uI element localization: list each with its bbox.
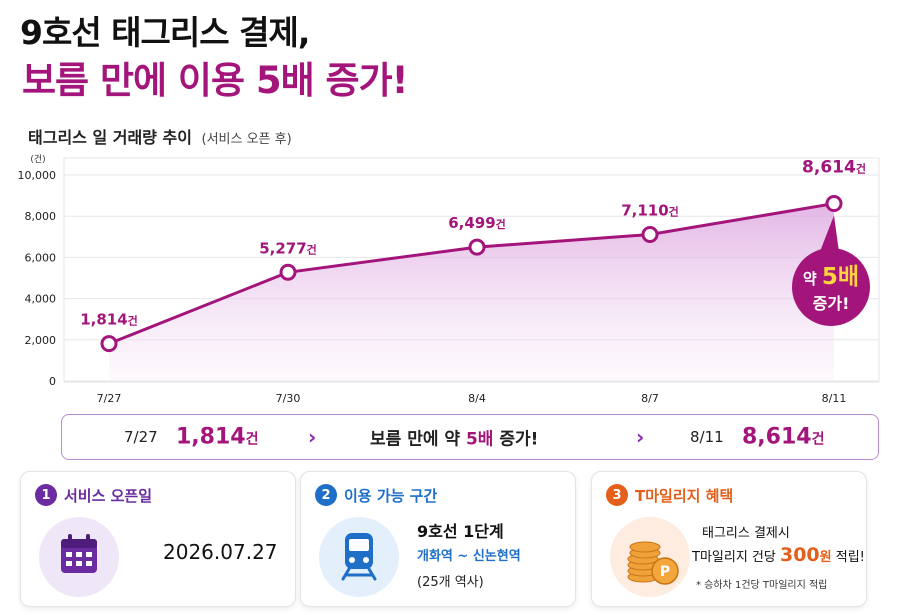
data-point (279, 263, 297, 281)
card-title: 이용 가능 구간 (344, 486, 438, 505)
step-number-badge: 1 (35, 484, 57, 506)
headline-line2: 보름 만에 이용 5배 증가! (22, 59, 409, 102)
summary-middle-highlight: 5배 (465, 429, 494, 450)
chart-heading: 태그리스 일 거래량 추이 (서비스 오픈 후) (28, 124, 292, 148)
x-tick-label: 8/11 (822, 392, 847, 405)
callout-bubble (792, 248, 870, 326)
y-tick-label: 2,000 (25, 334, 57, 347)
summary-start-value: 1,814건 (176, 425, 258, 450)
x-tick-label: 7/27 (97, 392, 122, 405)
chevron-right-icon: › (636, 425, 645, 449)
data-label: 5,277건 (259, 239, 317, 257)
mileage-condition: 태그리스 결제시 (702, 526, 790, 541)
step-number-badge: 2 (315, 484, 337, 506)
mileage-suffix: 적립! (835, 550, 865, 565)
summary-middle-text: 보름 만에 약 5배 증가! (370, 425, 538, 450)
chevron-right-icon: › (308, 425, 317, 449)
x-tick-label: 7/30 (276, 392, 301, 405)
line-area-chart: 0 2,000 4,000 6,000 8,000 10,000 (건) 7/27 7/30 8… (18, 154, 880, 405)
y-tick-label: 10,000 (18, 169, 57, 182)
data-label: 7,110건 (621, 202, 679, 220)
y-axis-unit: (건) (30, 154, 45, 165)
section-stations: 개화역 ~ 신논현역 (417, 549, 521, 564)
y-tick-label: 4,000 (25, 293, 57, 306)
chart-title: 태그리스 일 거래량 추이 (28, 128, 192, 147)
section-line-name: 9호선 1단계 (417, 522, 504, 541)
mileage-amount: 300 (779, 544, 820, 566)
y-tick-label: 0 (49, 375, 56, 388)
card-title: 서비스 오픈일 (64, 486, 153, 505)
data-point (468, 238, 486, 256)
callout-line2: 증가! (813, 294, 850, 313)
mileage-prefix: T마일리지 건당 (692, 550, 776, 565)
data-point (100, 335, 118, 353)
x-tick-label: 8/4 (468, 392, 486, 405)
train-icon (319, 517, 399, 597)
coins-icon: P (610, 517, 690, 597)
card-service-section: 2 이용 가능 구간 9호선 1단계 개화역 ~ 신논현역 (25개 역사) (300, 471, 576, 607)
mileage-note: * 승하차 1건당 T마일리지 적립 (696, 580, 828, 591)
card-mileage-benefit: 3 T마일리지 혜택 P 태그리스 결제시 T마일리지 건당 300원 적립! … (591, 471, 867, 607)
headline-line1: 9호선 태그리스 결제, (20, 13, 310, 52)
summary-start-number: 1,814 (176, 424, 246, 450)
callout-line1: 약 5배 (803, 264, 859, 290)
y-tick-label: 8,000 (25, 210, 57, 223)
section-station-count: (25개 역사) (417, 575, 484, 590)
callout-pointer (819, 215, 839, 254)
coin-label: P (660, 564, 670, 580)
x-tick-label: 8/7 (641, 392, 659, 405)
calendar-icon (39, 517, 119, 597)
y-tick-label: 6,000 (25, 251, 57, 264)
data-label: 8,614건 (802, 158, 866, 178)
data-point (825, 195, 843, 213)
card-title: T마일리지 혜택 (635, 486, 734, 505)
data-label: 6,499건 (448, 214, 506, 232)
mileage-won: 원 (819, 550, 832, 565)
summary-end-unit: 건 (811, 431, 825, 448)
summary-end-number: 8,614 (742, 424, 812, 450)
area-fill (109, 203, 834, 381)
mileage-amount-line: T마일리지 건당 300원 적립! (692, 544, 865, 566)
summary-end-value: 8,614건 (742, 425, 824, 450)
summary-end-date: 8/11 (690, 428, 724, 446)
data-point (641, 226, 659, 244)
summary-middle-prefix: 보름 만에 약 (370, 429, 461, 450)
card-service-open: 1 서비스 오픈일 2026.07.27 (20, 471, 296, 607)
data-label: 1,814건 (80, 311, 138, 329)
summary-start-date: 7/27 (124, 428, 158, 446)
summary-start-unit: 건 (245, 431, 259, 448)
summary-middle-suffix: 증가! (499, 429, 539, 450)
step-number-badge: 3 (606, 484, 628, 506)
chart-subtitle: (서비스 오픈 후) (201, 132, 292, 147)
service-open-date: 2026.07.27 (163, 540, 278, 564)
summary-bar: 7/27 1,814건 › 보름 만에 약 5배 증가! › 8/11 8,61… (61, 414, 879, 460)
